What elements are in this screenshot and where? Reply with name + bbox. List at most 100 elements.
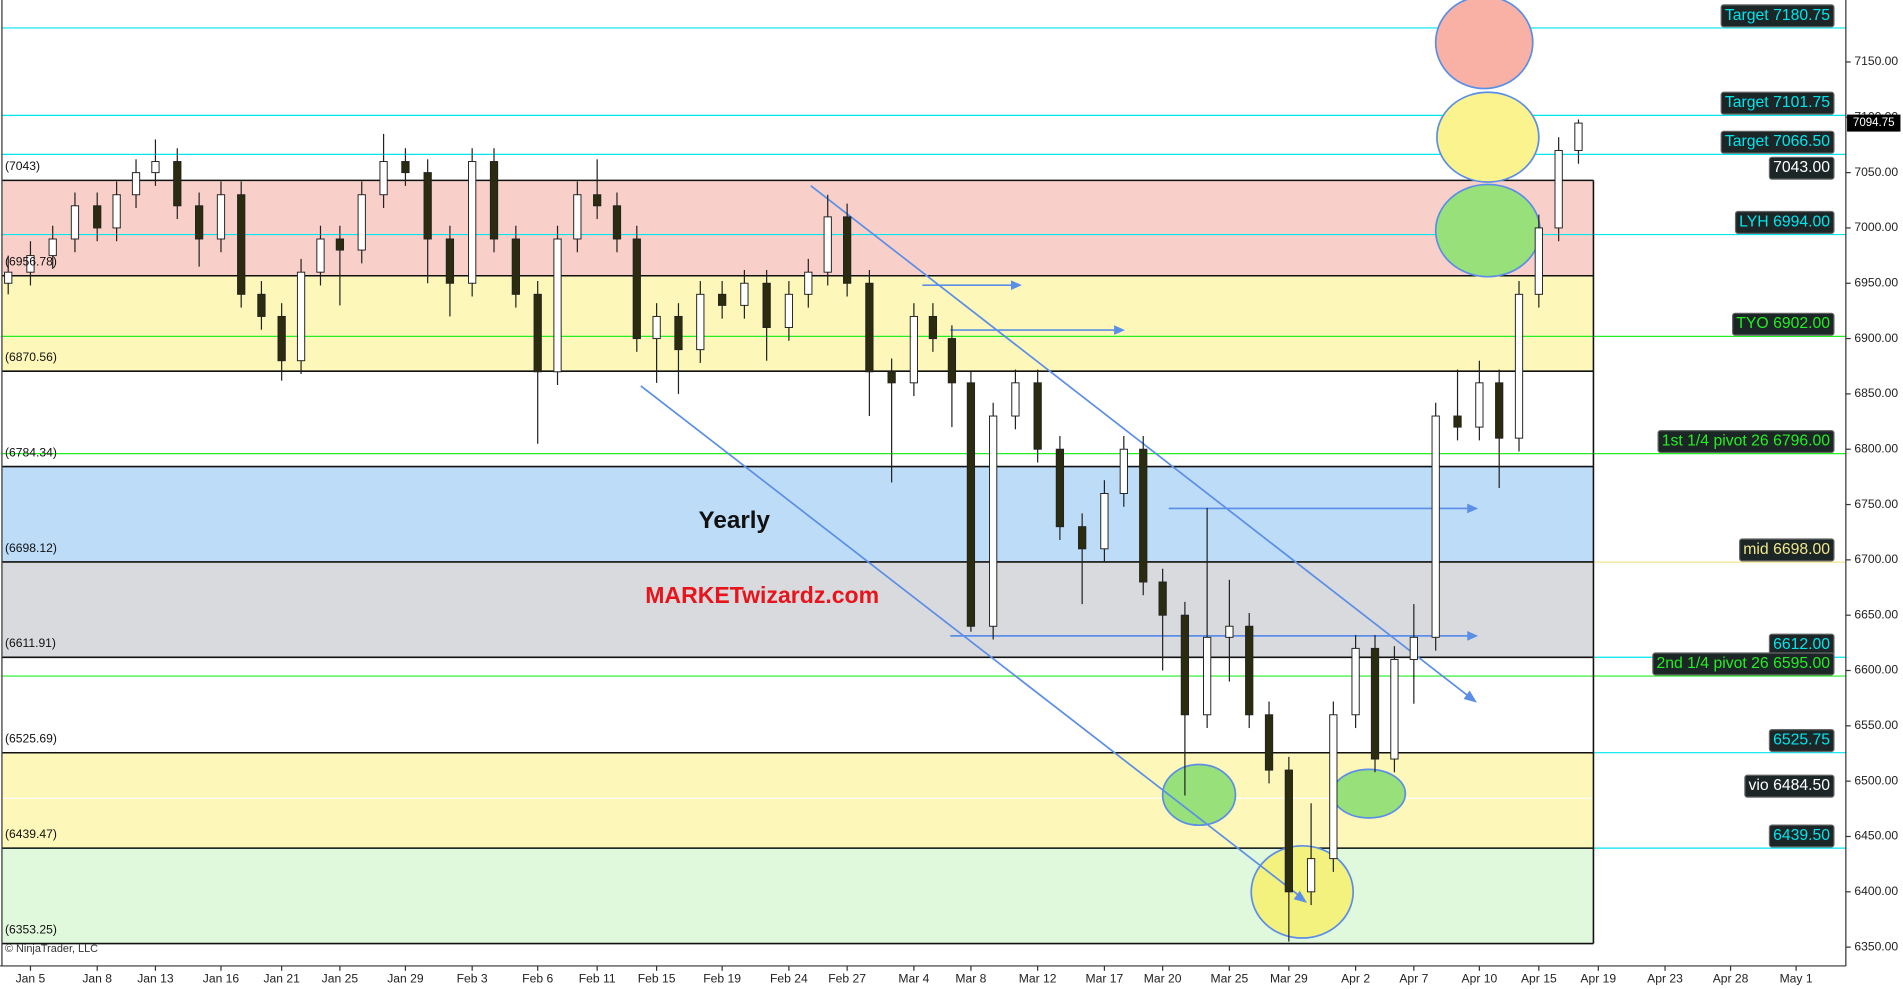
channel-line [640,385,1303,899]
level-label: vio 6484.50 [1749,777,1831,794]
zone-band [2,752,1594,849]
level-value: 6525.75 [1773,732,1830,749]
candle-body [1475,382,1484,428]
level-label-box [1739,538,1835,562]
candle-body [823,216,832,273]
x-tick-label: Jan 25 [322,971,359,985]
level-name: Target [1725,133,1769,150]
candle-body [1033,382,1042,450]
level-name: 1st 1/4 pivot 26 [1662,433,1769,450]
level-value: 6994.00 [1773,214,1830,231]
x-tick-label: Jan 13 [137,971,174,985]
arrow-head [1467,631,1479,641]
candle-body [1100,492,1109,550]
arrow-head [1293,890,1308,903]
x-tick-label: Mar 8 [955,971,986,985]
channel-line [810,184,1473,700]
zone-band [2,371,1594,467]
level-label: 6439.50 [1773,827,1830,844]
candle-body [489,161,499,240]
candle-body [216,194,226,240]
x-tick-label: May 1 [1780,971,1813,985]
candle-body [784,293,794,328]
zone-price-label: (6956.78) [5,255,57,269]
zone-price-label: (6353.25) [5,922,57,936]
x-tick-label: Feb 15 [638,971,676,985]
candle-body [401,161,410,174]
candle-body [237,194,246,295]
candle-body [674,315,683,351]
candle-body [1225,625,1234,638]
candle-body [887,371,896,384]
low-ellipse [1250,844,1355,939]
x-tick-label: Jan 21 [263,971,300,985]
x-tick-label: Feb 27 [828,971,866,985]
level-label: Target 7101.75 [1725,94,1830,111]
y-tick-label: 6350.00 [1854,939,1898,953]
candle-body [1011,382,1020,417]
level-value: 6439.50 [1773,827,1830,844]
labels: (7043) (6956.78) (6870.56) (6784.34) (6698.1… [5,4,1835,936]
candle-body [112,194,121,229]
level-value: 6484.50 [1773,777,1830,794]
candle-body [131,172,141,196]
candle-body [1245,625,1254,716]
zone-borders [2,179,1595,945]
candle-body [4,271,13,284]
level-value: 6698.00 [1773,541,1830,558]
axes: Jan 5 Jan 8 Jan 13 Jan 16 Jan 21 Jan 25 Jan 29… [16,54,1901,985]
candle-body [1158,581,1167,616]
level-label: TYO 6902.00 [1736,315,1830,332]
x-tick-label: Apr 23 [1647,971,1683,985]
arrow-heads [1010,280,1479,903]
candle-body [1554,149,1563,229]
level-label: Target 7066.50 [1725,133,1830,150]
candle-body [93,205,102,229]
candles [4,119,1583,942]
candle-body [1306,858,1316,893]
candle-body [511,238,520,295]
x-tick-label: Mar 17 [1086,971,1124,985]
x-tick-label: Apr 15 [1521,971,1557,985]
zone-price-label: (6784.34) [5,445,57,459]
candle-body [573,194,582,240]
y-tick-label: 6450.00 [1854,829,1898,843]
x-tick-label: Mar 12 [1019,971,1057,985]
level-label-box [1768,824,1835,848]
y-tick-label: 6550.00 [1854,718,1898,732]
level-label: 7043.00 [1773,159,1830,176]
level-name: Target [1725,94,1769,111]
candle-body [1390,658,1399,760]
level-value: 6796.00 [1773,433,1830,450]
x-tick-label: Feb 11 [579,971,616,985]
level-name: LYH [1739,214,1769,231]
candle-body [195,205,204,240]
candle-body [1078,526,1087,550]
y-tick-label: 6800.00 [1854,441,1898,455]
x-tick-label: Feb 24 [770,971,808,985]
candle-body [762,282,771,328]
zone-label: Yearly [699,507,771,534]
level-label-box [1732,312,1835,336]
last-price-box [1847,114,1901,132]
candle-body [1370,647,1380,760]
level-label: 6525.75 [1773,732,1830,749]
candle-body [1139,448,1148,583]
candle-body [804,271,813,295]
x-tick-label: Mar 25 [1211,971,1249,985]
candle-body [612,205,622,240]
zone-price-label: (6439.47) [5,827,57,841]
candle-body [533,293,542,373]
candle-body [1431,415,1440,638]
level-label: 1st 1/4 pivot 26 6796.00 [1662,433,1831,450]
x-tick-label: Jan 5 [16,971,46,985]
candle-body [632,238,641,340]
candle-body [1203,636,1212,716]
level-label: Target 7180.75 [1725,7,1830,24]
target-ellipse [1434,183,1541,278]
zone-band [2,561,1594,658]
zone-band [2,275,1594,372]
y-tick-label: 7000.00 [1854,220,1898,234]
candle-body [1055,448,1065,528]
